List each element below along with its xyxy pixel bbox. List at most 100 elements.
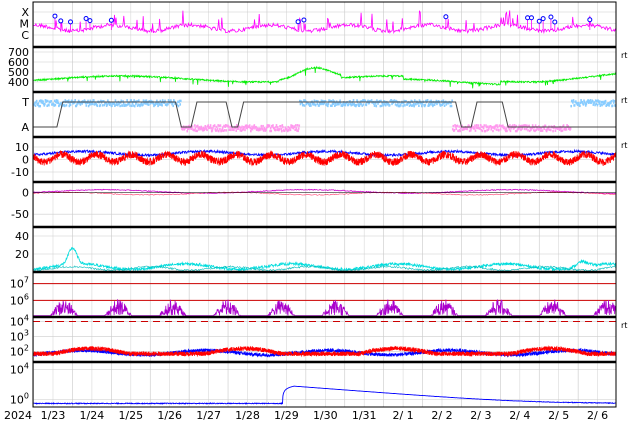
polarity-point [116, 103, 119, 107]
polarity-point [157, 104, 159, 108]
polarity-point [121, 104, 124, 107]
polarity-point [583, 100, 586, 104]
polarity-point [332, 102, 335, 105]
polarity-point [533, 129, 535, 132]
polarity-point [514, 129, 517, 133]
series-proton-integral [33, 385, 616, 405]
polarity-point [461, 124, 463, 128]
polarity-point [55, 100, 57, 104]
polarity-point [130, 104, 133, 108]
polarity-point [164, 99, 166, 103]
polarity-point [386, 103, 389, 106]
polarity-point [630, 102, 632, 104]
polarity-point [584, 102, 586, 105]
polarity-point [177, 100, 179, 103]
plot-area [33, 188, 616, 196]
polarity-point [535, 128, 537, 132]
polarity-point [358, 104, 361, 108]
series-proton-high [33, 347, 616, 358]
polarity-point [280, 127, 282, 131]
polarity-point [133, 99, 135, 102]
polarity-point [440, 100, 443, 103]
polarity-point [502, 124, 504, 127]
polarity-point [275, 124, 278, 127]
polarity-point [493, 125, 495, 129]
polarity-point [479, 124, 482, 127]
polarity-point [607, 103, 609, 106]
polarity-point [241, 125, 243, 128]
polarity-point [336, 101, 338, 104]
polarity-point [377, 102, 379, 105]
polarity-point [613, 99, 616, 103]
polarity-point [305, 102, 308, 106]
polarity-point [219, 124, 222, 127]
polarity-point [594, 103, 596, 107]
polarity-point [296, 129, 298, 132]
plot-area [33, 385, 616, 405]
polarity-point [221, 128, 224, 131]
polarity-point [593, 101, 596, 104]
polarity-point [52, 103, 55, 106]
polarity-point [466, 127, 469, 131]
polarity-point [603, 100, 606, 103]
polarity-point [209, 125, 211, 129]
polarity-point [558, 128, 561, 131]
polarity-point [173, 99, 175, 102]
polarity-point [591, 100, 594, 103]
polarity-point [412, 102, 415, 106]
polarity-point [125, 104, 128, 107]
polarity-point [101, 104, 104, 107]
polarity-point [55, 99, 58, 102]
polarity-point [76, 103, 78, 106]
polarity-point [196, 124, 199, 128]
polarity-point [69, 103, 72, 107]
polarity-point [154, 102, 157, 106]
polarity-point [291, 124, 294, 128]
polarity-point [280, 129, 283, 133]
polarity-point [582, 103, 585, 106]
polarity-point [359, 102, 361, 106]
polarity-point [187, 127, 189, 131]
polarity-point [99, 104, 102, 107]
polarity-point [286, 129, 289, 133]
polarity-point [598, 102, 600, 105]
polarity-point [40, 101, 43, 104]
polarity-point [391, 102, 393, 106]
flare-marker [87, 18, 93, 24]
polarity-point [143, 102, 146, 105]
polarity-point [287, 125, 289, 129]
polarity-point [411, 104, 413, 107]
polarity-point [475, 124, 478, 127]
polarity-point [90, 102, 93, 106]
polarity-point [114, 99, 117, 102]
panel-frame [32, 1, 617, 48]
polarity-point [387, 101, 389, 104]
polarity-point [34, 104, 37, 107]
polarity-point [170, 99, 172, 102]
polarity-point [534, 129, 536, 133]
polarity-point [188, 124, 191, 128]
polarity-point [252, 125, 255, 128]
polarity-point [156, 99, 158, 102]
polarity-point [281, 124, 284, 127]
x-tick-label: 2/ 3 [470, 409, 491, 422]
polarity-point [515, 124, 518, 128]
polarity-point [479, 127, 481, 130]
polarity-point [321, 102, 323, 105]
polarity-point [474, 129, 477, 132]
polarity-point [585, 102, 588, 106]
x-tick-label: 2/ 2 [431, 409, 452, 422]
polarity-point [575, 100, 577, 103]
polarity-point [378, 99, 381, 103]
polarity-point [283, 129, 286, 132]
polarity-point [579, 101, 582, 105]
polarity-point [519, 125, 522, 128]
polarity-point [159, 102, 161, 106]
polarity-point [57, 101, 60, 105]
polarity-point [180, 99, 182, 103]
polarity-point [618, 101, 620, 103]
polarity-point [365, 103, 368, 107]
polarity-point [580, 99, 582, 102]
polarity-point [394, 103, 397, 106]
polarity-point [87, 104, 90, 108]
